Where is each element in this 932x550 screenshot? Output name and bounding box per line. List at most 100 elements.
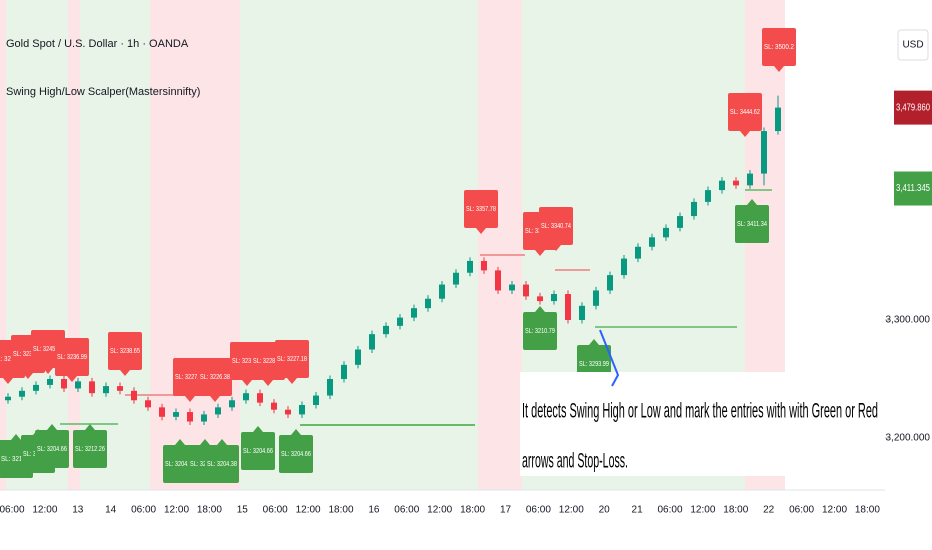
candle-body bbox=[117, 386, 123, 391]
candle-body bbox=[145, 400, 151, 408]
signal-pointer bbox=[263, 380, 273, 386]
signal-box bbox=[73, 430, 107, 468]
candle-body bbox=[663, 227, 669, 238]
candle-body bbox=[467, 260, 473, 273]
x-tick-label: 16 bbox=[368, 505, 380, 516]
x-tick-label: 20 bbox=[599, 505, 611, 516]
signal-box bbox=[108, 332, 142, 370]
x-tick-label: 12:00 bbox=[690, 505, 715, 516]
signal-pointer bbox=[535, 250, 545, 256]
x-tick-label: 06:00 bbox=[394, 505, 419, 516]
signal-pointer bbox=[242, 380, 252, 386]
candle-body bbox=[341, 364, 347, 380]
price-axis bbox=[885, 0, 932, 550]
signal-pointer bbox=[476, 228, 486, 234]
candle-body bbox=[19, 390, 25, 397]
y-tick-label: 3,200.000 bbox=[886, 433, 931, 444]
candle-body bbox=[607, 275, 613, 291]
y-tick-label: 3,300.000 bbox=[886, 315, 931, 326]
signal-box bbox=[198, 358, 232, 396]
candle-body bbox=[705, 190, 711, 202]
signal-pointer bbox=[774, 66, 784, 72]
signal-box bbox=[55, 338, 89, 376]
signal-label: SL: 3204.66 bbox=[37, 446, 67, 453]
x-tick-label: 06:00 bbox=[526, 505, 551, 516]
signal-pointer bbox=[589, 339, 599, 345]
signal-label: SL: 3204.66 bbox=[281, 451, 311, 458]
price-badge bbox=[894, 90, 932, 125]
candle-body bbox=[201, 414, 207, 422]
candle-body bbox=[551, 294, 557, 302]
signal-box bbox=[241, 432, 275, 470]
candle-body bbox=[383, 325, 389, 335]
candle-body bbox=[355, 349, 361, 365]
candle-body bbox=[327, 379, 333, 396]
signal-label: SL: 3204.66 bbox=[243, 448, 273, 455]
signal-pointer bbox=[3, 378, 13, 384]
x-tick-label: 06:00 bbox=[0, 505, 25, 516]
candle-body bbox=[719, 180, 725, 191]
signal-label: SL: 3238.65 bbox=[13, 351, 43, 358]
x-tick-label: 18:00 bbox=[855, 505, 880, 516]
signal-pointer bbox=[23, 373, 33, 379]
signal-pointer bbox=[217, 439, 227, 445]
signal: SL: 3236.99 bbox=[55, 338, 89, 382]
candle-body bbox=[537, 296, 543, 302]
annotation-line2: arrows and Stop-Loss. bbox=[522, 450, 628, 473]
candle-body bbox=[635, 246, 641, 259]
signal-pointer bbox=[747, 199, 757, 205]
signal-label: SL: 3227.18 bbox=[277, 356, 307, 363]
signal-pointer bbox=[175, 439, 185, 445]
x-tick-label: 06:00 bbox=[789, 505, 814, 516]
signal-pointer bbox=[85, 424, 95, 430]
signal-label: SL: 3238.65 bbox=[110, 348, 140, 355]
signal-box bbox=[275, 340, 309, 378]
candle-body bbox=[593, 290, 599, 306]
signal-box bbox=[35, 430, 69, 468]
x-tick-label: 14 bbox=[105, 505, 117, 516]
signal-box bbox=[539, 207, 573, 245]
candle-body bbox=[313, 395, 319, 405]
signal-pointer bbox=[47, 424, 57, 430]
signal-label: SL: 3210.3 bbox=[1, 456, 31, 463]
signal-label: SL: 3212.26 bbox=[75, 446, 105, 453]
x-tick-label: 12:00 bbox=[427, 505, 452, 516]
signal-pointer bbox=[11, 434, 21, 440]
candle-body bbox=[621, 258, 627, 276]
candle-body bbox=[425, 298, 431, 309]
currency-box[interactable] bbox=[897, 29, 929, 61]
candle-body bbox=[173, 412, 179, 417]
signal: SL: 3340.74 bbox=[539, 207, 573, 251]
signal-box bbox=[735, 205, 769, 243]
signal-label: SL: 3204.38 bbox=[207, 461, 237, 468]
signal-pointer bbox=[185, 396, 195, 402]
signal-label: SL: 3204.38 bbox=[165, 461, 195, 468]
candle-body bbox=[33, 384, 39, 391]
signal: SL: 3210.79 bbox=[523, 306, 557, 350]
signal-box bbox=[762, 28, 796, 66]
annotation-line1: It detects Swing High or Low and mark th… bbox=[522, 400, 878, 423]
price-badge-label: 3,411.345 bbox=[896, 183, 930, 194]
candle-body bbox=[5, 396, 11, 401]
signal-pointer bbox=[253, 426, 263, 432]
signal-pointer bbox=[120, 370, 130, 376]
signal: SL: 3500.2 bbox=[762, 28, 796, 72]
signal-box bbox=[728, 93, 762, 131]
signal-label: SL: 3245.49 bbox=[33, 346, 63, 353]
candle-body bbox=[47, 379, 53, 385]
x-tick-label: 06:00 bbox=[131, 505, 156, 516]
x-tick-label: 15 bbox=[237, 505, 249, 516]
candle-body bbox=[761, 131, 767, 174]
signal-label: SL: 3411.34 bbox=[737, 221, 767, 228]
x-tick-label: 06:00 bbox=[657, 505, 682, 516]
signal-label: SL: 3500.2 bbox=[764, 44, 794, 51]
candle-body bbox=[285, 409, 291, 415]
zone-sell bbox=[0, 0, 6, 490]
signal: SL: 3444.62 bbox=[728, 93, 762, 137]
candle-body bbox=[397, 317, 403, 326]
candle-body bbox=[565, 294, 571, 320]
signal: SL: 3357.78 bbox=[464, 190, 498, 234]
signal-pointer bbox=[43, 368, 53, 374]
